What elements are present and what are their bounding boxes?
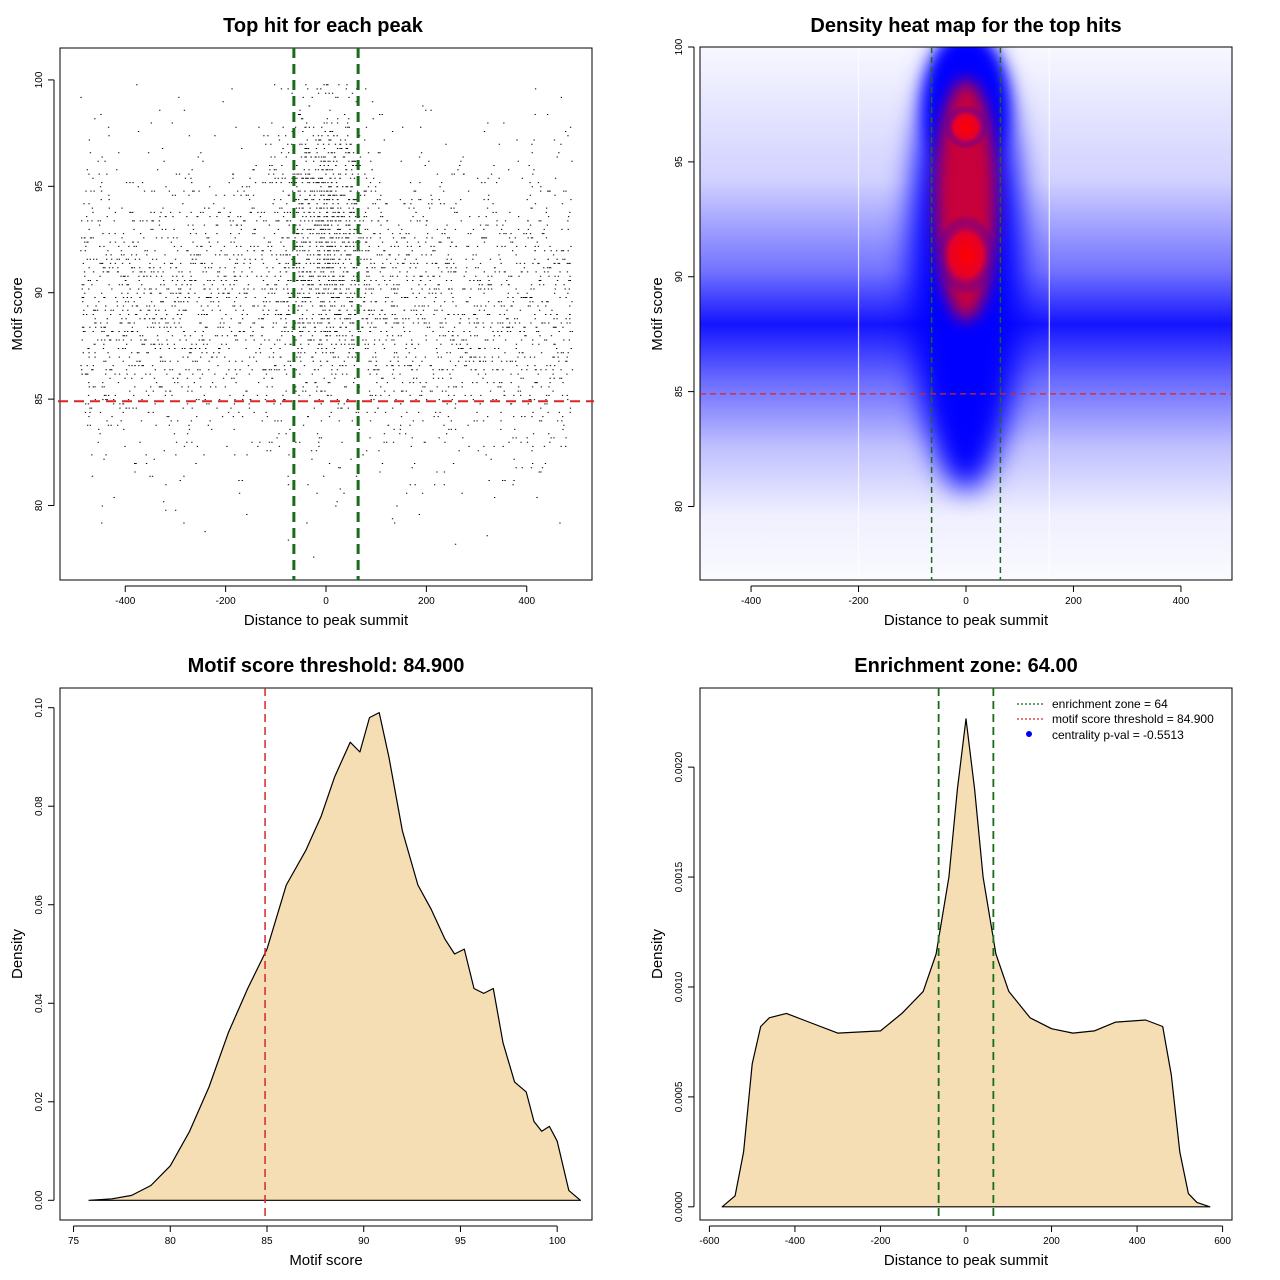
scatter-axes: -400 -200 0 200 400 80 85 90 95 100: [34, 71, 536, 607]
x-tick-label: 200: [418, 596, 435, 607]
y-tick-label: 0.00: [34, 1190, 45, 1210]
y-tick-label: 95: [34, 180, 45, 192]
distance-density-plot-frame: [699, 687, 1233, 1221]
legend-threshold-text: motif score threshold = 84.900: [1052, 712, 1214, 726]
x-tick-label: -200: [870, 1236, 890, 1247]
scatter-plot-frame: [59, 47, 593, 581]
x-tick-label: 0: [963, 1236, 969, 1247]
x-tick-label: -200: [849, 596, 869, 607]
y-tick-label: 0.0005: [674, 1081, 685, 1112]
score-density-axes: 75 80 85 90 95 100 0.00 0.02 0.04 0.06 0.08 0.10: [34, 698, 566, 1247]
y-tick-label: 85: [34, 393, 45, 405]
x-tick-label: 600: [1214, 1236, 1231, 1247]
scatter-points: [80, 84, 574, 558]
y-tick-label: 0.0015: [674, 861, 685, 892]
y-tick-label: 0.0010: [674, 971, 685, 1002]
scatter-ylabel: Motif score: [9, 277, 26, 350]
y-tick-label: 0.06: [34, 895, 45, 915]
legend-pval-text: centrality p-val = -0.5513: [1052, 728, 1184, 742]
scatter-xlabel: Distance to peak summit: [244, 612, 409, 629]
y-tick-label: 0.04: [34, 993, 45, 1013]
distance-density-panel: Enrichment zone: 64.00 -600 -400 -200 0 200 4…: [649, 655, 1233, 1269]
score-density-xlabel: Motif score: [289, 1252, 362, 1269]
x-tick-label: 200: [1043, 1236, 1060, 1247]
heatmap-field: [700, 47, 1232, 580]
y-tick-label: 90: [34, 287, 45, 299]
x-tick-label: 400: [518, 596, 535, 607]
distance-density-area: [721, 718, 1211, 1208]
heatmap-plot-frame: [699, 46, 1233, 581]
heatmap-axes: -400 -200 0 200 400 80 85 90 95 100: [674, 38, 1190, 607]
y-tick-label: 0.02: [34, 1092, 45, 1112]
y-tick-label: 100: [34, 71, 45, 88]
scatter-title: Top hit for each peak: [223, 15, 424, 37]
legend-pval-dot: [1026, 731, 1032, 737]
x-tick-label: -400: [115, 596, 135, 607]
score-density-panel: Motif score threshold: 84.900 75 80 85 90 95…: [9, 655, 593, 1269]
x-tick-label: 400: [1129, 1236, 1146, 1247]
heatmap-ylabel: Motif score: [649, 277, 666, 350]
x-tick-label: 100: [549, 1236, 566, 1247]
x-tick-label: -200: [216, 596, 236, 607]
distance-density-title: Enrichment zone: 64.00: [854, 655, 1077, 677]
distance-density-ylabel: Density: [649, 928, 666, 979]
legend-zone-text: enrichment zone = 64: [1052, 697, 1168, 711]
distance-density-xlabel: Distance to peak summit: [884, 1252, 1049, 1269]
y-tick-label: 0.10: [34, 698, 45, 718]
x-tick-label: -600: [699, 1236, 719, 1247]
legend: enrichment zone = 64 motif score thresho…: [1017, 697, 1214, 742]
y-tick-label: 0.0000: [674, 1191, 685, 1222]
heatmap-hotspot-lower: [936, 215, 996, 295]
y-tick-label: 80: [34, 500, 45, 512]
y-tick-label: 80: [674, 500, 685, 512]
y-tick-label: 0.0020: [674, 751, 685, 782]
score-density-title: Motif score threshold: 84.900: [188, 655, 465, 677]
scatter-point-cloud: [80, 84, 574, 558]
x-tick-label: 400: [1173, 596, 1190, 607]
heatmap-panel: Density heat map for the top hits -400 -2…: [649, 15, 1233, 629]
y-tick-label: 90: [674, 271, 685, 283]
x-tick-label: 0: [963, 596, 969, 607]
distance-density-axes: -600 -400 -200 0 200 400 600 0.0000 0.0005 0.0010…: [674, 751, 1231, 1247]
x-tick-label: 200: [1065, 596, 1082, 607]
x-tick-label: 95: [455, 1236, 467, 1247]
x-tick-label: 85: [261, 1236, 273, 1247]
y-tick-label: 0.08: [34, 796, 45, 816]
y-tick-label: 100: [674, 38, 685, 55]
y-tick-label: 95: [674, 156, 685, 168]
x-tick-label: 75: [68, 1236, 80, 1247]
x-tick-label: 90: [358, 1236, 370, 1247]
x-tick-label: -400: [741, 596, 761, 607]
x-tick-label: -400: [785, 1236, 805, 1247]
x-tick-label: 80: [165, 1236, 177, 1247]
y-tick-label: 85: [674, 386, 685, 398]
scatter-panel: Top hit for each peak -400 -200 0 200 400 80 8…: [9, 15, 594, 629]
heatmap-hotspot-upper: [944, 105, 988, 149]
x-tick-label: 0: [323, 596, 329, 607]
score-density-plot-frame: [59, 687, 593, 1221]
heatmap-xlabel: Distance to peak summit: [884, 612, 1049, 629]
score-density-area: [88, 712, 581, 1201]
heatmap-title: Density heat map for the top hits: [810, 15, 1121, 37]
score-density-ylabel: Density: [9, 928, 26, 979]
